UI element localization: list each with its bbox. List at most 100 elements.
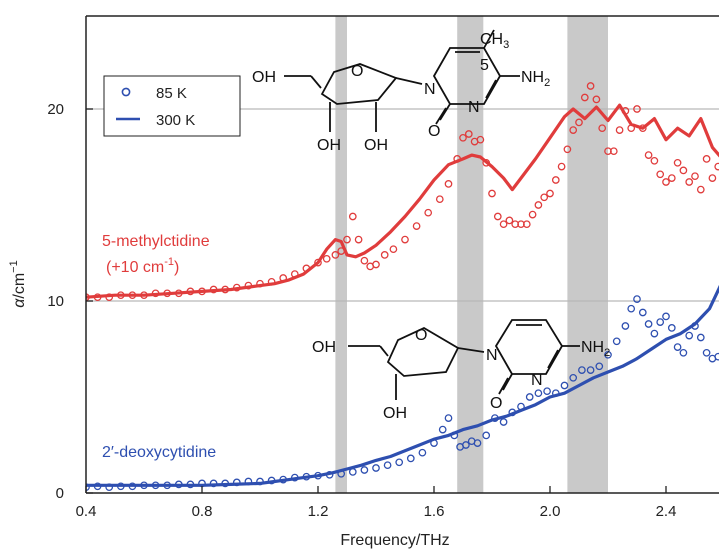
- series-3-point-26: [383, 461, 392, 470]
- mol1-position-5: 5: [480, 57, 489, 74]
- series-3-point-70: [714, 352, 719, 361]
- series-3-point-23: [348, 468, 357, 476]
- series-1-point-8: [174, 289, 183, 298]
- series-3-point-25: [372, 464, 380, 472]
- series-offset-note: (+10 cm-1): [106, 256, 179, 276]
- series-1-point-57: [569, 126, 578, 134]
- series-1-point-51: [534, 201, 543, 209]
- series-1-point-1: [93, 293, 102, 302]
- molecule-2-deoxycytidine: OH O N NH2 N O OH: [312, 319, 610, 422]
- series-3-point-47: [560, 381, 569, 390]
- series-1-point-76: [679, 166, 688, 175]
- mol2-amine: NH2: [581, 339, 610, 359]
- series-1-point-29: [372, 260, 380, 269]
- series-3-point-40: [499, 418, 508, 426]
- series-1-point-60: [586, 82, 595, 90]
- series-3-point-57: [638, 308, 647, 317]
- series-1-point-58: [575, 118, 583, 127]
- series-3-point-66: [691, 322, 699, 330]
- series-1-point-6: [151, 289, 160, 298]
- mol1-n3: N: [468, 99, 480, 116]
- series-1-point-33: [412, 222, 421, 230]
- series-1-point-43: [488, 189, 496, 198]
- y-axis-label-unit: /cm: [11, 273, 28, 299]
- series-1-point-11: [209, 285, 218, 294]
- series-3-point-7: [163, 481, 172, 490]
- series-3-point-35: [462, 441, 470, 449]
- series-3-point-27: [395, 458, 404, 467]
- series-1-point-66: [621, 107, 630, 115]
- series-1-point-35: [435, 195, 444, 204]
- series-1-point-55: [557, 162, 566, 171]
- series-1-point-62: [598, 124, 607, 133]
- series-1-point-73: [662, 178, 670, 186]
- series-1-point-71: [650, 156, 659, 165]
- series-3-point-46: [551, 389, 560, 398]
- series-1-point-3: [116, 291, 125, 300]
- series-1-point-26: [354, 235, 363, 244]
- x-tick-label-3: 1.6: [424, 503, 445, 520]
- series-3-point-16: [267, 476, 276, 485]
- x-tick-label-0: 0.4: [76, 503, 97, 520]
- legend-marker-circle: [121, 87, 131, 97]
- series-3-point-11: [209, 479, 218, 488]
- series-1-point-9: [186, 287, 195, 296]
- mol2-carbonyl-o: O: [490, 395, 502, 412]
- series-1-point-75: [673, 158, 682, 167]
- x-tick-label-4: 2.0: [540, 503, 561, 520]
- series-label-2-deoxycytidine: 2′-deoxycytidine: [102, 444, 216, 461]
- series-3-point-14: [244, 477, 253, 486]
- x-axis-label: Frequency/THz: [340, 532, 449, 549]
- offset-note-exp: -1: [164, 256, 174, 268]
- shaded-band-1: [457, 16, 484, 493]
- series-3-point-45: [543, 387, 551, 396]
- series-1-point-21: [322, 254, 331, 263]
- series-1-point-14: [244, 281, 253, 290]
- x-tick-label-2: 1.2: [308, 503, 329, 520]
- series-3-point-59: [650, 329, 659, 338]
- series-3-point-52: [604, 350, 612, 359]
- series-1-point-13: [232, 283, 241, 292]
- series-3-point-6: [151, 481, 160, 490]
- offset-note-prefix: (+10 cm: [106, 259, 164, 276]
- series-3-point-48: [569, 373, 578, 382]
- series-1-point-54: [551, 176, 560, 184]
- y-axis-label-exp: −1: [8, 260, 20, 273]
- series-1-point-7: [163, 289, 172, 298]
- series-1-point-45: [499, 220, 508, 229]
- series-1-point-19: [302, 264, 311, 273]
- series-1-point-27: [360, 256, 369, 265]
- series-1-point-56: [563, 145, 572, 154]
- data-series: [86, 82, 719, 492]
- mol1-ring-o: O: [351, 63, 363, 80]
- series-1-point-78: [691, 172, 699, 181]
- series-3-point-51: [595, 362, 604, 371]
- series-1-point-42: [482, 158, 491, 167]
- y-axis-label-symbol: α: [11, 298, 28, 308]
- y-tick-label-2: 20: [47, 101, 64, 118]
- series-2-line: [86, 284, 719, 487]
- series-1-point-64: [609, 147, 618, 156]
- series-1-point-30: [380, 251, 389, 259]
- series-3-point-43: [525, 393, 534, 401]
- series-3-point-18: [290, 473, 299, 482]
- series-1-point-36: [444, 180, 453, 188]
- series-1-point-53: [546, 189, 554, 198]
- mol1-n1: N: [424, 81, 436, 98]
- series-1-point-12: [221, 285, 230, 294]
- series-3-point-13: [232, 478, 241, 487]
- series-1-point-20: [314, 258, 322, 267]
- series-1-point-68: [633, 105, 641, 113]
- series-3-point-32: [444, 414, 453, 422]
- series-3-point-68: [702, 348, 711, 357]
- series-1-point-18: [290, 270, 299, 278]
- series-3-point-56: [633, 295, 641, 303]
- series-1-point-44: [493, 212, 502, 221]
- series-1-point-2: [105, 293, 114, 302]
- series-3-point-33: [450, 431, 459, 440]
- series-1-point-23: [337, 247, 346, 255]
- series-3-point-58: [644, 320, 653, 328]
- mol1-oh-5prime: OH: [252, 69, 276, 86]
- series-3-point-54: [621, 322, 630, 330]
